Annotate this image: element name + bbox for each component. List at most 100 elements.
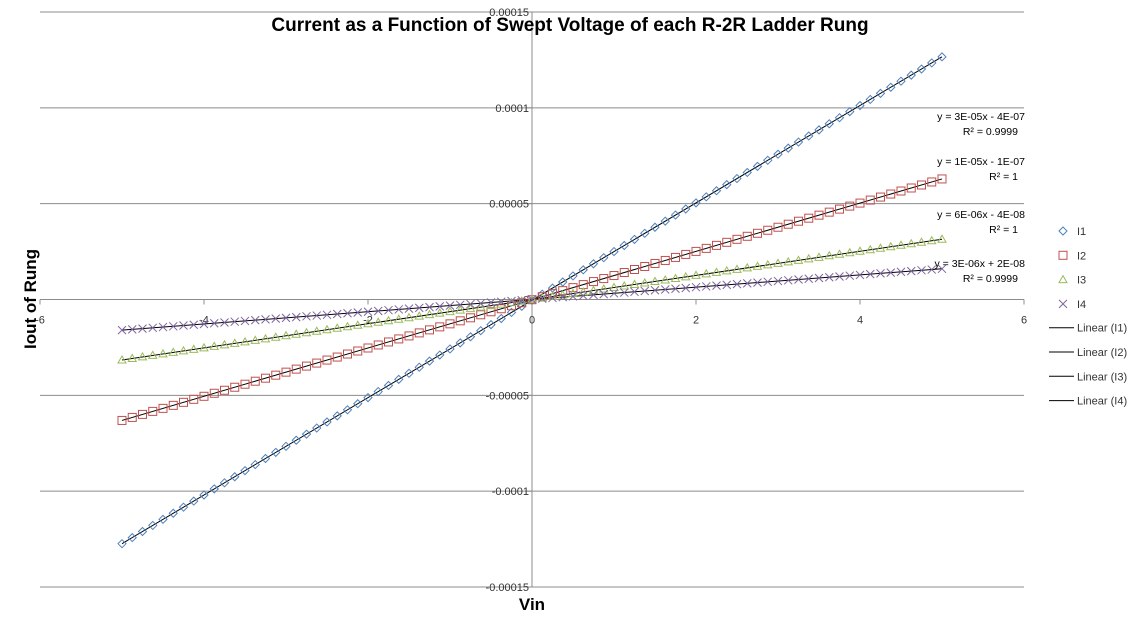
data-point	[640, 261, 650, 271]
data-point	[742, 231, 752, 241]
data-point	[681, 283, 691, 293]
x-tick-label: -4	[199, 315, 209, 327]
data-point	[917, 265, 926, 275]
data-point	[742, 279, 752, 288]
data-point	[844, 247, 855, 257]
data-point	[445, 301, 455, 310]
data-point	[763, 277, 773, 287]
x-tick-label: 2	[693, 315, 699, 327]
x-axis-title: Vin	[519, 595, 545, 614]
data-point	[383, 315, 394, 325]
data-point	[137, 351, 148, 361]
data-point	[260, 333, 271, 343]
data-point	[619, 268, 629, 278]
data-point	[896, 267, 906, 277]
data-point	[455, 338, 465, 348]
data-point	[250, 315, 260, 325]
data-point	[148, 520, 158, 531]
data-point	[906, 266, 916, 276]
data-point	[712, 240, 721, 250]
data-point	[865, 244, 876, 254]
data-point	[230, 317, 240, 327]
data-point	[384, 337, 393, 347]
data-point	[476, 325, 486, 336]
data-point	[353, 346, 363, 356]
y-tick-label: -0.00005	[486, 390, 529, 402]
data-point	[383, 380, 394, 391]
data-point	[804, 213, 814, 223]
data-point	[404, 368, 414, 378]
data-point	[722, 237, 732, 247]
data-point	[660, 216, 670, 226]
data-point	[732, 264, 742, 273]
data-point	[373, 340, 383, 350]
data-point	[783, 219, 793, 229]
legend-label: I2	[1077, 250, 1086, 262]
data-point	[650, 285, 660, 295]
data-point	[763, 155, 773, 166]
y-axis-title: Iout of Rung	[21, 249, 40, 349]
data-point	[599, 252, 609, 263]
data-point	[896, 76, 906, 86]
data-point	[814, 252, 824, 261]
data-point	[178, 502, 189, 512]
data-point	[896, 186, 906, 196]
data-point	[752, 261, 763, 270]
data-points	[117, 52, 947, 549]
data-point	[609, 246, 619, 257]
legend-marker-i2	[1058, 250, 1068, 260]
data-point	[240, 379, 250, 389]
data-point	[691, 270, 701, 279]
legend-label: Linear (I2)	[1077, 347, 1127, 359]
data-point	[568, 292, 578, 301]
data-point	[824, 250, 835, 260]
data-point	[712, 281, 721, 291]
data-point	[824, 272, 834, 282]
data-point	[179, 321, 188, 330]
trendline-r2: R² = 1	[989, 171, 1018, 183]
data-point	[927, 177, 937, 187]
data-point	[353, 308, 363, 317]
data-point	[147, 350, 158, 359]
legend-label: I3	[1077, 275, 1086, 287]
data-point	[158, 403, 168, 413]
data-point	[270, 332, 281, 341]
data-point	[926, 235, 937, 245]
data-point	[230, 382, 240, 392]
data-point	[517, 301, 527, 312]
data-point	[619, 240, 629, 251]
data-point	[220, 318, 229, 327]
data-point	[209, 341, 220, 350]
data-point	[578, 265, 588, 275]
data-point	[527, 295, 537, 305]
data-point	[589, 290, 598, 300]
data-point	[670, 210, 681, 220]
data-point	[414, 328, 424, 338]
data-point	[537, 294, 547, 304]
data-point	[261, 315, 270, 324]
data-point	[250, 335, 261, 344]
data-point	[168, 508, 178, 518]
data-point	[311, 326, 322, 335]
data-point	[855, 270, 865, 280]
data-point	[722, 280, 732, 290]
data-point	[681, 249, 691, 259]
data-point	[332, 309, 342, 319]
data-point	[117, 325, 127, 335]
x-tick-label: 4	[857, 315, 863, 327]
trendline-r2: R² = 1	[989, 224, 1018, 236]
data-point	[722, 179, 732, 190]
data-point	[506, 307, 517, 318]
data-point	[466, 299, 475, 309]
data-point	[342, 321, 353, 331]
data-point	[199, 490, 209, 500]
data-point	[322, 355, 332, 365]
data-point	[455, 316, 465, 326]
data-point	[794, 216, 803, 226]
data-point	[886, 268, 896, 277]
data-point	[896, 240, 906, 249]
data-point	[783, 275, 793, 285]
data-point	[384, 305, 393, 315]
data-point	[435, 350, 445, 360]
data-point	[834, 249, 845, 258]
